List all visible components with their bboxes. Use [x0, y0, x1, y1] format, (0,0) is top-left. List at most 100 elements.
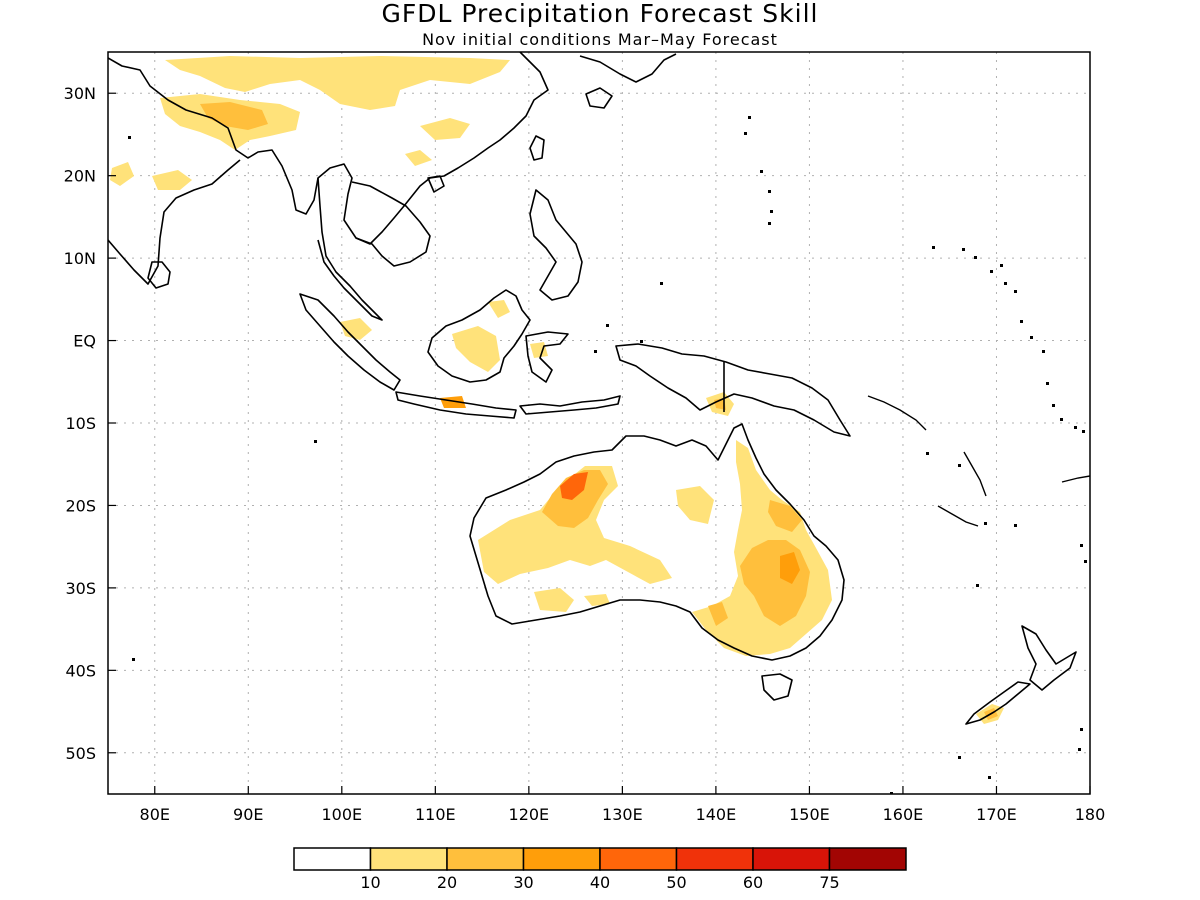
skill-region-china-south: [405, 150, 432, 166]
coast-malay: [317, 177, 383, 321]
lat-tick-label: 20N: [64, 167, 96, 186]
colorbar-swatch: [599, 847, 678, 871]
map-panel: [108, 52, 1090, 794]
island-dot: [988, 776, 991, 779]
lon-tick-label: 180: [1075, 805, 1106, 824]
colorbar-swatch: [369, 847, 448, 871]
skill-region-australia-inland: [708, 602, 728, 626]
lat-tick-label: EQ: [73, 332, 96, 351]
map-title: GFDL Precipitation Forecast Skill: [381, 0, 818, 28]
lon-tick-label: 170E: [976, 805, 1017, 824]
skill-region-australia-south: [534, 588, 574, 612]
skill-region-australia-peak: [560, 472, 588, 500]
island-dot: [768, 222, 771, 225]
island-dot: [990, 270, 993, 273]
island-dot: [962, 248, 965, 251]
colorbar-label: 60: [743, 873, 763, 892]
coast-new-zealand-north: [1021, 625, 1077, 691]
island-dot: [1080, 728, 1083, 731]
colorbar-swatch: [752, 847, 831, 871]
lon-tick-label: 150E: [789, 805, 830, 824]
lat-tick-label: 30S: [65, 579, 96, 598]
coast-new-guinea: [615, 343, 851, 437]
island-dot: [984, 522, 987, 525]
island-dot: [760, 170, 763, 173]
island-dot: [314, 440, 317, 443]
colorbar-label: 30: [513, 873, 533, 892]
island-dot: [640, 340, 643, 343]
colorbar-label: 75: [819, 873, 839, 892]
colorbar-swatch: [446, 847, 525, 871]
lon-tick-label: 140E: [696, 805, 737, 824]
map-background: [108, 52, 1090, 794]
island-dot: [1074, 426, 1077, 429]
skill-shading: [110, 56, 1004, 724]
colorbar: 10 20 30 40 50 60 75: [293, 847, 907, 892]
longitude-axis: 80E 90E 100E 110E 120E 130E 140E 150E 160E 170E 18…: [140, 786, 1106, 824]
lon-tick-label: 120E: [509, 805, 550, 824]
colorbar-label: 10: [360, 873, 380, 892]
island-dot: [1020, 320, 1023, 323]
island-dot: [932, 246, 935, 249]
island-dot: [1000, 264, 1003, 267]
island-dot: [748, 116, 751, 119]
island-dot: [1004, 282, 1007, 285]
island-dot: [660, 282, 663, 285]
lon-tick-label: 130E: [602, 805, 643, 824]
coast-indochina: [351, 181, 431, 267]
island-dot: [890, 792, 893, 794]
coast-india-west: [108, 159, 241, 285]
colorbar-label: 50: [666, 873, 686, 892]
lon-tick-label: 160E: [883, 805, 924, 824]
latitude-axis: 30N 20N 10N EQ 10S 20S 30S 40S 50S: [64, 84, 116, 763]
island-dot: [1030, 336, 1033, 339]
skill-region-borneo-north: [488, 300, 510, 318]
colorbar-label: 40: [590, 873, 610, 892]
colorbar-swatch: [828, 847, 907, 871]
island-dot: [958, 464, 961, 467]
skill-region-china-east: [420, 118, 470, 140]
coast-fiji: [1061, 475, 1090, 483]
island-dot: [594, 350, 597, 353]
island-dot: [132, 658, 135, 661]
coast-borneo: [427, 289, 531, 383]
lat-tick-label: 50S: [65, 744, 96, 763]
island-dot: [1080, 544, 1083, 547]
skill-region-sumatra: [340, 318, 372, 340]
island-dot: [926, 452, 929, 455]
island-dot: [606, 324, 609, 327]
coast-philippines: [529, 189, 583, 301]
island-dot: [1078, 748, 1081, 751]
island-dot: [1052, 404, 1055, 407]
island-dot: [1014, 524, 1017, 527]
coast-solomons: [867, 395, 927, 431]
skill-region-india-b: [152, 170, 192, 190]
coast-asia: [108, 52, 549, 245]
colorbar-swatch: [522, 847, 601, 871]
lon-tick-label: 110E: [415, 805, 456, 824]
map-subtitle: Nov initial conditions Mar–May Forecast: [422, 30, 778, 49]
colorbar-label: 20: [437, 873, 457, 892]
coast-taiwan: [529, 135, 545, 161]
lon-tick-label: 90E: [233, 805, 263, 824]
lat-tick-label: 40S: [65, 661, 96, 680]
coast-sulawesi: [525, 331, 569, 383]
coast-kyushu: [585, 87, 613, 109]
lon-tick-label: 80E: [140, 805, 170, 824]
island-dot: [770, 210, 773, 213]
skill-region-australia-northwest: [542, 470, 608, 528]
skill-region-java: [440, 396, 466, 408]
island-dot: [128, 136, 131, 139]
coast-australia: [469, 423, 845, 661]
lat-tick-label: 20S: [65, 496, 96, 515]
island-dot: [1082, 430, 1085, 433]
skill-region-australia-coast: [768, 500, 802, 532]
coast-lesser-sunda: [519, 395, 621, 415]
coast-java: [395, 391, 517, 419]
coast-japan: [579, 53, 677, 83]
island-dot: [958, 756, 961, 759]
lon-tick-label: 100E: [321, 805, 362, 824]
island-dot: [1060, 418, 1063, 421]
lat-tick-label: 30N: [64, 84, 96, 103]
